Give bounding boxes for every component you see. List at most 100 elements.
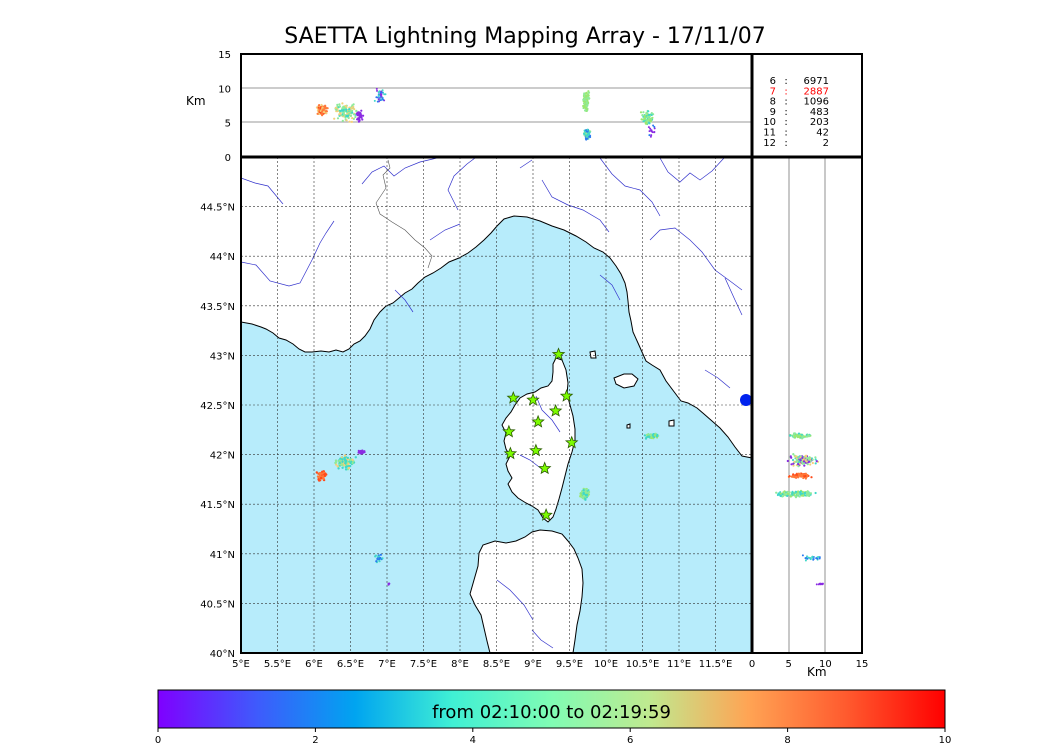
lightning-source — [344, 461, 347, 465]
lightning-source — [795, 460, 798, 463]
capraia-island — [589, 350, 597, 359]
lightning-source — [345, 108, 348, 111]
station-star-icon — [531, 414, 545, 428]
lightning-source — [585, 101, 588, 104]
lightning-source — [807, 494, 811, 497]
lightning-source — [586, 108, 589, 111]
lightning-source — [648, 117, 651, 120]
lightning-source — [336, 465, 339, 468]
lightning-source — [801, 435, 804, 438]
lightning-source — [799, 434, 802, 437]
lightning-source — [362, 114, 365, 117]
count-row-sep: : — [784, 107, 787, 118]
lightning-source — [341, 119, 344, 122]
station-star-icon — [506, 390, 521, 404]
lightning-source — [803, 473, 806, 476]
lightning-source — [338, 103, 341, 106]
station-count-table: 6: 6971 7: 2887 8: 1096 9: 483 10: 203 11: 42 12: 2 — [763, 76, 829, 149]
lightning-source — [648, 134, 651, 137]
count-row-stations: 10 — [763, 117, 776, 128]
lightning-source — [378, 94, 380, 97]
lightning-source — [793, 435, 796, 439]
station-star-icon — [551, 347, 566, 361]
lightning-source — [324, 104, 327, 107]
lightning-source — [653, 434, 657, 437]
map-grid — [241, 157, 752, 653]
lightning-source — [811, 461, 814, 465]
lightning-source — [377, 98, 380, 101]
axis-tick-labels: 5°E 5.5°E 6°E 6.5°E 7°E 7.5°E 8°E 8.5°E 9°E 9.5°E… — [200, 50, 868, 670]
lightning-source — [582, 104, 585, 108]
lightning-source — [792, 432, 796, 435]
lightning-source — [584, 491, 588, 494]
lightning-source — [357, 117, 360, 120]
count-row-value: 203 — [810, 117, 829, 128]
station-star-icon — [559, 388, 574, 402]
lightning-source — [646, 435, 649, 438]
lightning-source — [349, 461, 352, 465]
lightning-source — [373, 99, 376, 102]
lightning-source — [352, 103, 355, 106]
lightning-source — [317, 478, 320, 481]
lightning-source — [347, 462, 350, 466]
lightning-source — [789, 495, 793, 498]
lightning-source — [800, 494, 804, 497]
lightning-source — [650, 134, 653, 137]
colorbar-tick-label: 10 — [939, 735, 952, 746]
lightning-source — [792, 464, 795, 467]
corsica-island — [501, 357, 576, 523]
montecristo-island — [626, 423, 631, 429]
top-alt-tick-label: 0 — [225, 153, 231, 164]
lightning-source — [376, 557, 379, 561]
lightning-source — [795, 473, 798, 476]
lightning-source — [379, 91, 382, 94]
altitude-lat-panel — [752, 157, 862, 653]
count-row-value: 2887 — [804, 86, 829, 97]
lightning-source — [583, 97, 586, 100]
lightning-source — [582, 494, 586, 498]
station-star-icon — [548, 403, 563, 417]
lightning-source — [345, 119, 348, 122]
lightning-source — [653, 131, 656, 133]
lightning-source — [354, 456, 357, 459]
lightning-source — [349, 458, 352, 461]
lightning-source — [583, 106, 586, 109]
lightning-source — [351, 458, 354, 461]
lightning-source — [319, 106, 322, 109]
lightning-source — [789, 434, 792, 437]
lightning-source — [652, 124, 655, 127]
lightning-source — [647, 110, 650, 113]
lightning-source — [804, 559, 807, 562]
lightning-source — [650, 129, 653, 132]
lightning-source — [809, 463, 812, 466]
lightning-source — [809, 557, 812, 560]
top-alt-axis-label: Km — [186, 94, 206, 108]
lightning-source — [806, 463, 809, 466]
lightning-source — [336, 117, 340, 120]
lon-tick-label: 8.5°E — [483, 659, 510, 670]
lightning-source — [793, 493, 796, 496]
lightning-source — [586, 130, 589, 133]
side-alt-axis-label: Km — [807, 665, 827, 679]
lightning-source — [344, 468, 348, 471]
lightning-source — [376, 89, 378, 92]
colorbar-tick-label: 8 — [784, 735, 790, 746]
lightning-source — [792, 473, 795, 476]
lightning-source — [782, 491, 785, 494]
lightning-source — [655, 435, 659, 438]
lightning-source — [801, 554, 804, 557]
lightning-source — [376, 96, 379, 99]
lightning-source — [359, 451, 362, 454]
top-alt-tick-label: 5 — [225, 119, 231, 130]
lightning-source — [334, 106, 337, 109]
lightning-source — [814, 491, 817, 495]
lightning-source — [379, 99, 382, 102]
lightning-source — [319, 476, 323, 480]
count-row-sep: : — [784, 117, 787, 128]
lightning-source — [315, 471, 318, 474]
lightning-source — [321, 470, 324, 473]
lightning-source — [357, 451, 360, 454]
lightning-source — [808, 492, 811, 495]
lightning-source — [579, 495, 582, 498]
lightning-source — [797, 492, 800, 495]
